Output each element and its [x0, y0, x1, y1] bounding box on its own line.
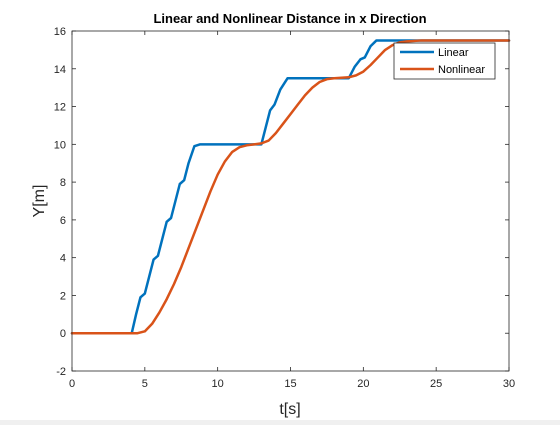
y-tick-label: 12: [54, 102, 66, 114]
plot-area: [72, 31, 509, 371]
x-tick-label: 5: [142, 378, 148, 390]
y-tick-label: 16: [54, 26, 66, 38]
y-tick-label: 2: [60, 290, 66, 302]
x-tick-label: 15: [284, 378, 296, 390]
y-tick-label: 0: [60, 328, 66, 340]
legend-label-nonlinear: Nonlinear: [438, 64, 485, 76]
x-tick-label: 30: [503, 378, 515, 390]
legend: Linear Nonlinear: [393, 42, 496, 80]
x-tick-label: 20: [357, 378, 369, 390]
y-tick-label: 8: [60, 177, 66, 189]
chart-title: Linear and Nonlinear Distance in x Direc…: [153, 11, 426, 26]
legend-box: [393, 42, 496, 80]
axes-box: [71, 30, 510, 372]
y-tick-label: 4: [60, 253, 66, 265]
legend-label-linear: Linear: [438, 47, 469, 59]
y-tick-label: 6: [60, 215, 66, 227]
y-tick-label: 14: [54, 64, 66, 76]
x-tick-label: 0: [69, 378, 75, 390]
x-tick-label: 10: [212, 378, 224, 390]
x-tick-label: 25: [430, 378, 442, 390]
series-layer: [70, 39, 511, 335]
series-line-linear: [70, 39, 511, 335]
x-axis-label: t[s]: [279, 401, 300, 418]
series-line-nonlinear: [70, 39, 511, 335]
y-tick-label: 10: [54, 139, 66, 151]
y-axis-label: Y[m]: [31, 185, 48, 218]
y-tick-label: -2: [56, 366, 66, 378]
